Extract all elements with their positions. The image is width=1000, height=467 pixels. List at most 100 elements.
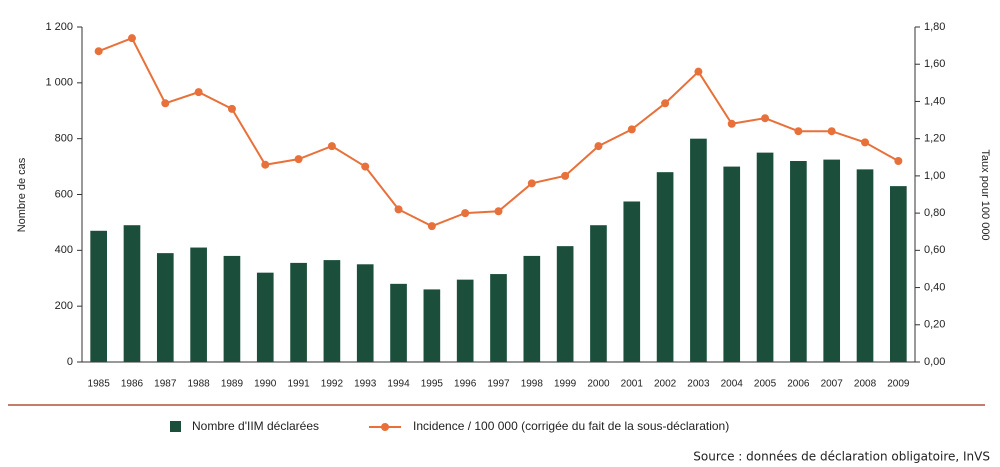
line-marker bbox=[761, 114, 770, 123]
x-tick-label: 2009 bbox=[887, 379, 910, 390]
bar bbox=[190, 247, 207, 362]
x-tick-label: 1987 bbox=[154, 379, 177, 390]
y2-tick-label: 1,40 bbox=[924, 95, 945, 107]
line-marker bbox=[427, 222, 436, 231]
y2-tick-label: 1,20 bbox=[924, 133, 945, 145]
y2-tick-label: 1,00 bbox=[924, 170, 945, 182]
y-tick-label: 600 bbox=[55, 188, 73, 200]
x-tick-label: 1989 bbox=[221, 379, 244, 390]
y2-tick-label: 0,60 bbox=[924, 244, 945, 256]
line-marker bbox=[94, 47, 103, 56]
line-marker bbox=[361, 162, 370, 171]
bar bbox=[390, 283, 407, 362]
x-tick-label: 2007 bbox=[821, 379, 844, 390]
line bbox=[98, 36, 899, 228]
bar bbox=[456, 279, 474, 362]
x-tick-label: 1993 bbox=[354, 379, 377, 390]
line-marker bbox=[861, 138, 870, 147]
bar bbox=[790, 161, 807, 362]
x-tick-label: 1996 bbox=[454, 379, 477, 390]
bar bbox=[656, 172, 674, 362]
x-tick-label: 1998 bbox=[521, 379, 544, 390]
bar bbox=[90, 230, 107, 362]
x-tick-label: 2000 bbox=[587, 379, 610, 390]
x-tick-label: 1986 bbox=[121, 379, 144, 390]
line-marker bbox=[727, 119, 736, 128]
line-marker bbox=[161, 99, 170, 108]
y2-tick-label: 0,00 bbox=[924, 356, 945, 368]
y-tick-label: 400 bbox=[55, 244, 73, 256]
x-tick-label: 2006 bbox=[787, 379, 810, 390]
line-marker bbox=[261, 160, 270, 169]
bar bbox=[123, 225, 141, 362]
legend-swatch bbox=[170, 421, 181, 432]
x-tick-label: 2008 bbox=[854, 379, 877, 390]
line-marker bbox=[827, 127, 836, 136]
line-marker bbox=[894, 157, 903, 165]
line-marker bbox=[294, 155, 303, 164]
bar bbox=[256, 272, 274, 362]
bar bbox=[590, 225, 607, 362]
bar bbox=[290, 262, 307, 362]
line-marker bbox=[527, 179, 536, 188]
line-marker bbox=[227, 104, 236, 113]
bar bbox=[756, 152, 774, 362]
line-marker bbox=[794, 127, 803, 136]
x-tick-label: 1992 bbox=[321, 379, 344, 390]
y-tick-label: 1 000 bbox=[45, 77, 73, 89]
legend-label: Nombre d'IIM déclarées bbox=[192, 419, 319, 433]
bar bbox=[423, 289, 441, 362]
line-marker bbox=[327, 142, 336, 151]
y-tick-label: 1 200 bbox=[45, 21, 73, 33]
bar bbox=[856, 169, 874, 362]
x-tick-label: 1999 bbox=[554, 379, 577, 390]
y-tick-label: 0 bbox=[67, 356, 73, 368]
legend-marker bbox=[381, 423, 390, 431]
bar bbox=[223, 255, 241, 362]
bar bbox=[823, 159, 841, 362]
bar bbox=[490, 274, 507, 362]
line-marker bbox=[561, 171, 570, 180]
x-tick-label: 1991 bbox=[287, 379, 310, 390]
x-tick-label: 1995 bbox=[421, 379, 444, 390]
bar bbox=[556, 246, 574, 362]
x-tick-label: 1994 bbox=[387, 379, 410, 390]
y-tick-label: 800 bbox=[55, 133, 73, 145]
x-tick-label: 2002 bbox=[654, 379, 677, 390]
y2-axis-title: Taux pour 100 000 bbox=[979, 149, 991, 240]
x-tick-label: 1985 bbox=[88, 379, 111, 390]
line-marker bbox=[494, 207, 503, 216]
bar bbox=[356, 264, 374, 362]
bar bbox=[523, 255, 541, 362]
line-marker bbox=[594, 142, 603, 151]
bar bbox=[690, 138, 707, 362]
x-tick-label: 2005 bbox=[754, 379, 777, 390]
x-tick-label: 1990 bbox=[254, 379, 277, 390]
y-axis-title: Nombre de cas bbox=[16, 157, 28, 232]
source: Source : données de déclaration obligato… bbox=[693, 450, 990, 464]
bar bbox=[890, 186, 907, 362]
line-marker bbox=[394, 205, 403, 214]
x-tick-label: 2004 bbox=[721, 379, 744, 390]
bar bbox=[156, 253, 174, 362]
x-tick-label: 1988 bbox=[187, 379, 210, 390]
x-tick-label: 2003 bbox=[687, 379, 710, 390]
x-tick-label: 2001 bbox=[621, 379, 644, 390]
line-marker bbox=[127, 34, 136, 43]
line-marker bbox=[694, 67, 703, 76]
y2-tick-label: 1,60 bbox=[924, 58, 945, 70]
y-tick-label: 200 bbox=[55, 300, 73, 312]
legend-label: Incidence / 100 000 (corrigée du fait de… bbox=[413, 419, 729, 433]
line-marker bbox=[661, 99, 670, 108]
y2-tick-label: 0,20 bbox=[924, 319, 945, 331]
y2-tick-label: 0,80 bbox=[924, 207, 945, 219]
line-marker bbox=[461, 209, 470, 218]
y2-tick-label: 0,40 bbox=[924, 281, 945, 293]
line-marker bbox=[194, 88, 203, 97]
line-marker bbox=[627, 125, 636, 134]
bar bbox=[623, 201, 641, 362]
bar bbox=[323, 260, 341, 362]
y2-tick-label: 1,80 bbox=[924, 21, 945, 33]
bar bbox=[723, 166, 741, 362]
